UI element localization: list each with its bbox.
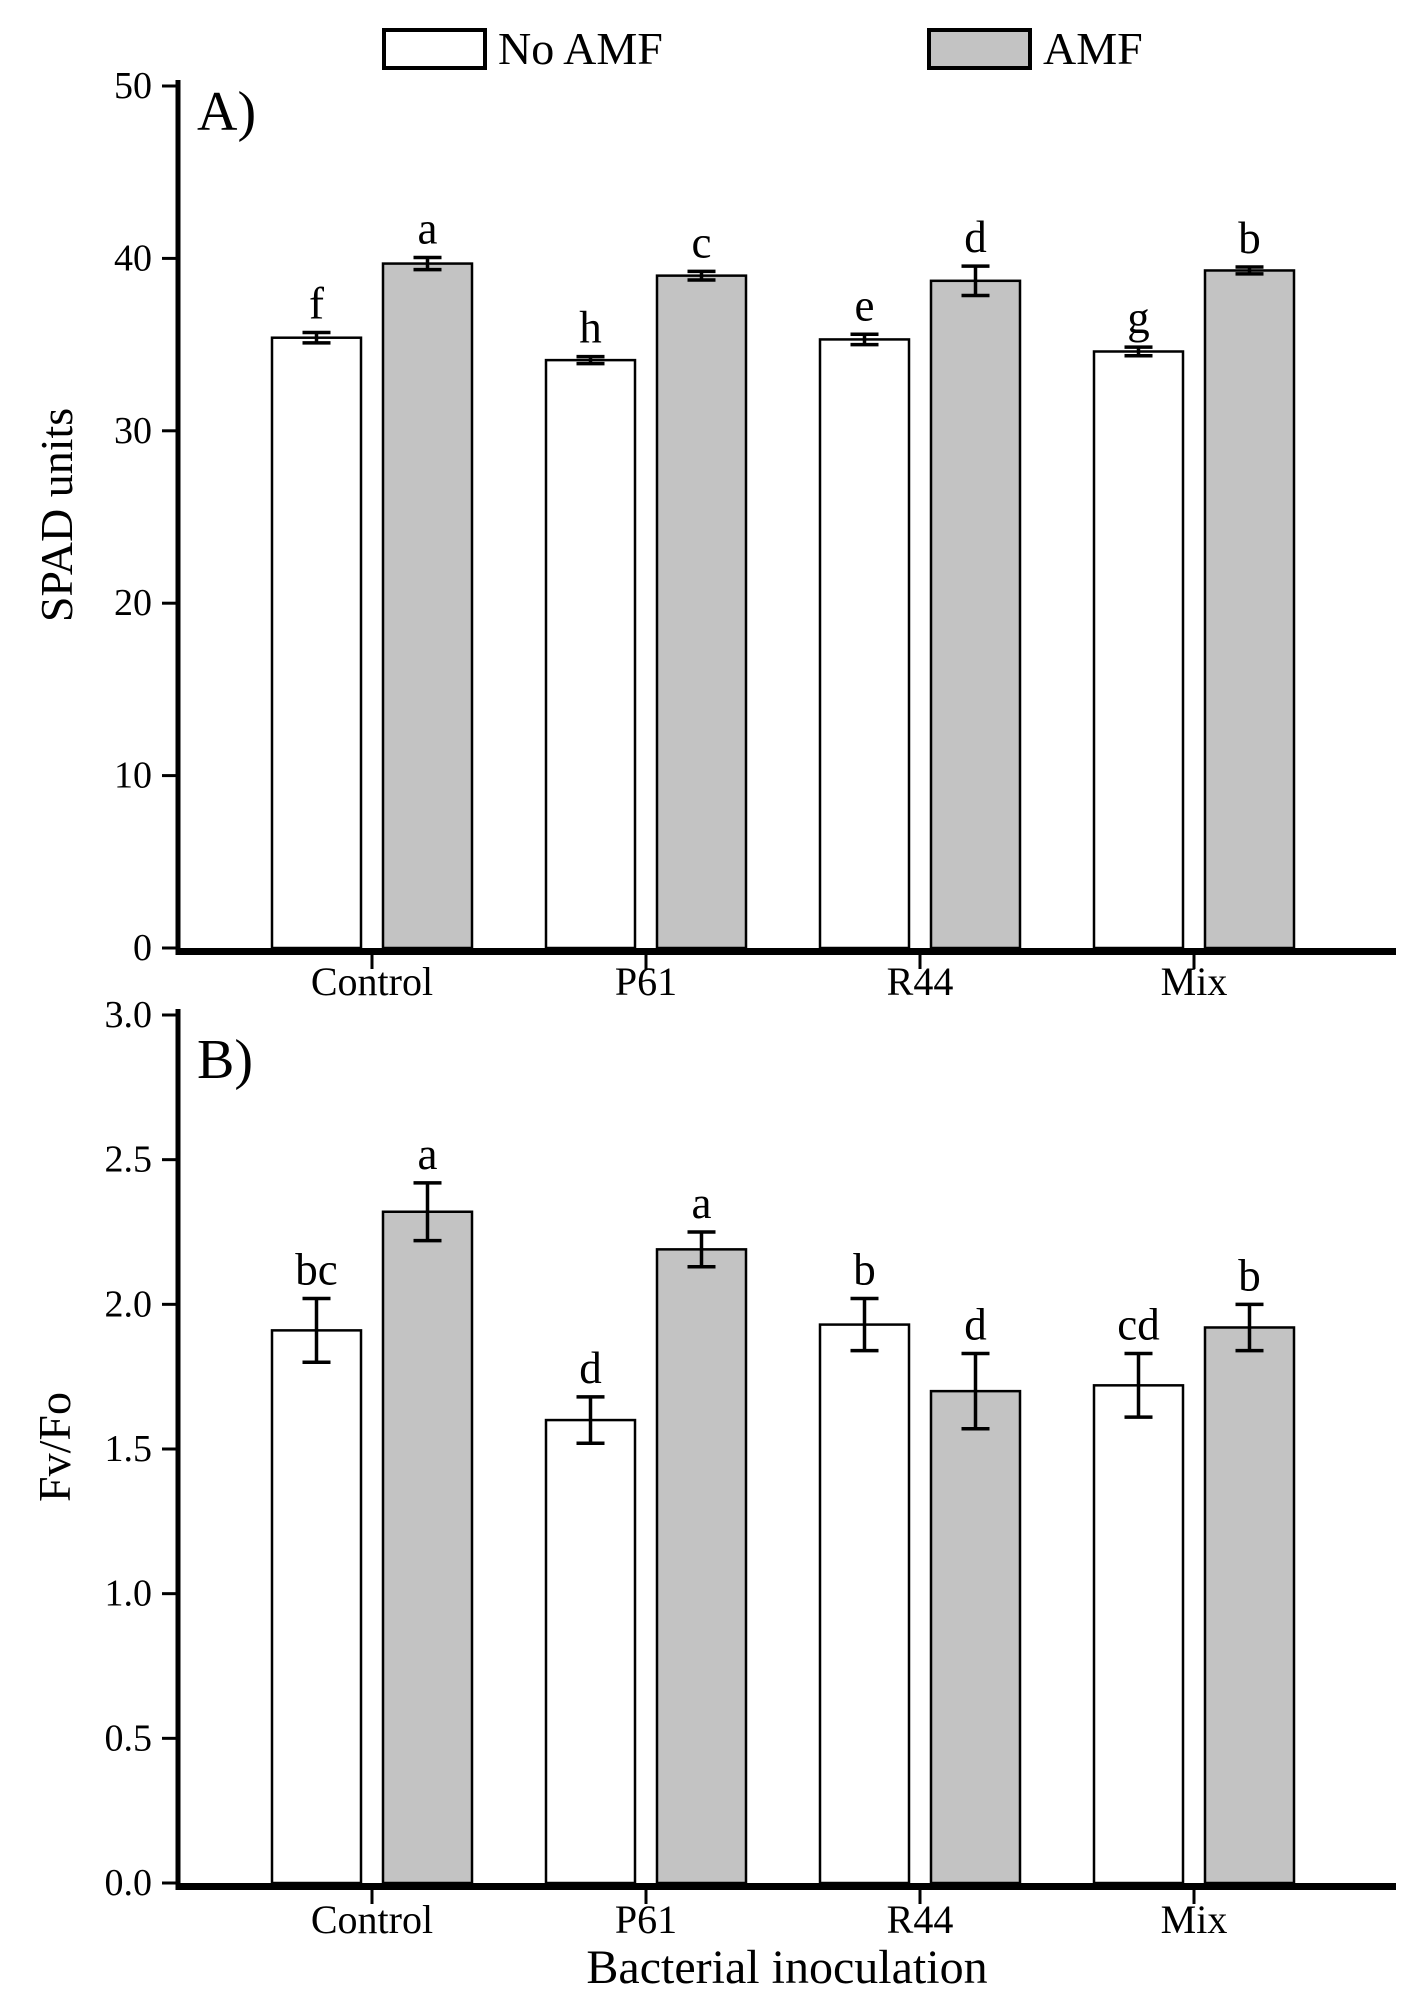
y-tick-label-a-0: 0	[133, 927, 152, 969]
sig-letter-a-r44-no-amf: e	[855, 280, 875, 330]
sig-letter-a-control-no-amf: f	[309, 279, 324, 329]
panel-a-label: A)	[197, 81, 257, 143]
y-tick-label-a-5: 50	[114, 65, 152, 107]
y-tick-label-b-1: 0.5	[105, 1717, 153, 1759]
x-tick-label-b-r44: R44	[887, 1897, 954, 1942]
x-axis-title: Bacterial inoculation	[586, 1941, 988, 1994]
sig-letter-b-control-no-amf: bc	[295, 1245, 337, 1295]
legend-swatch-no-amf	[382, 28, 487, 70]
sig-letter-a-mix-no-amf: g	[1127, 293, 1150, 343]
y-tick-label-a-4: 40	[114, 237, 152, 279]
bar-b-r44-amf	[929, 1389, 1022, 1885]
sig-letter-b-r44-amf: d	[964, 1300, 987, 1350]
x-tick-label-b-mix: Mix	[1161, 1897, 1228, 1942]
sig-letter-b-control-amf: a	[418, 1129, 438, 1179]
y-tick-label-a-2: 20	[114, 582, 152, 624]
y-tick-label-b-6: 3.0	[105, 994, 153, 1036]
bar-a-r44-no-amf	[818, 338, 911, 950]
legend-swatch-amf	[927, 28, 1032, 70]
sig-letter-a-p61-no-amf: h	[579, 303, 602, 353]
y-tick-label-a-3: 30	[114, 410, 152, 452]
bar-a-p61-amf	[655, 274, 748, 950]
bar-b-mix-no-amf	[1092, 1384, 1185, 1885]
sig-letter-b-r44-no-amf: b	[853, 1245, 876, 1295]
sig-letter-a-p61-amf: c	[692, 217, 712, 267]
bar-a-mix-amf	[1203, 269, 1296, 950]
panel-a-y-axis-title: SPAD units	[31, 407, 82, 623]
sig-letter-b-p61-amf: a	[692, 1178, 712, 1228]
bar-a-p61-no-amf	[544, 358, 637, 950]
y-tick-label-a-1: 10	[114, 755, 152, 797]
bar-a-control-amf	[381, 262, 474, 950]
y-tick-label-b-3: 1.5	[105, 1428, 153, 1470]
y-tick-label-b-4: 2.0	[105, 1283, 153, 1325]
bar-b-r44-no-amf	[818, 1323, 911, 1885]
bar-a-control-no-amf	[270, 336, 363, 950]
sig-letter-b-mix-no-amf: cd	[1117, 1300, 1159, 1350]
bar-b-p61-amf	[655, 1248, 748, 1885]
x-tick-label-a-mix: Mix	[1161, 959, 1228, 1004]
panel-b-y-axis-title: Fv/Fo	[29, 1392, 80, 1502]
x-tick-label-a-r44: R44	[887, 959, 954, 1004]
x-tick-label-b-control: Control	[311, 1897, 433, 1942]
sig-letter-a-mix-amf: b	[1238, 213, 1261, 263]
x-tick-label-a-p61: P61	[615, 959, 677, 1004]
bar-a-r44-amf	[929, 279, 1022, 950]
y-tick-label-b-0: 0.0	[105, 1862, 153, 1904]
sig-letter-a-r44-amf: d	[964, 212, 987, 262]
bar-b-control-amf	[381, 1210, 474, 1885]
bar-b-control-no-amf	[270, 1329, 363, 1885]
sig-letter-b-p61-no-amf: d	[579, 1343, 602, 1393]
legend-item-no-amf: No AMF	[382, 26, 663, 72]
legend-label-amf: AMF	[1043, 23, 1143, 74]
sig-letter-a-control-amf: a	[418, 204, 438, 254]
x-tick-label-b-p61: P61	[615, 1897, 677, 1942]
y-tick-label-b-5: 2.5	[105, 1139, 153, 1181]
y-tick-label-b-2: 1.0	[105, 1573, 153, 1615]
sig-letter-b-mix-amf: b	[1238, 1250, 1261, 1300]
bar-b-p61-no-amf	[544, 1418, 637, 1885]
x-tick-label-a-control: Control	[311, 959, 433, 1004]
panel-b-label: B)	[197, 1029, 253, 1091]
bar-b-mix-amf	[1203, 1326, 1296, 1885]
legend-label-no-amf: No AMF	[498, 23, 663, 74]
legend-item-amf: AMF	[927, 26, 1143, 72]
bar-a-mix-no-amf	[1092, 350, 1185, 950]
